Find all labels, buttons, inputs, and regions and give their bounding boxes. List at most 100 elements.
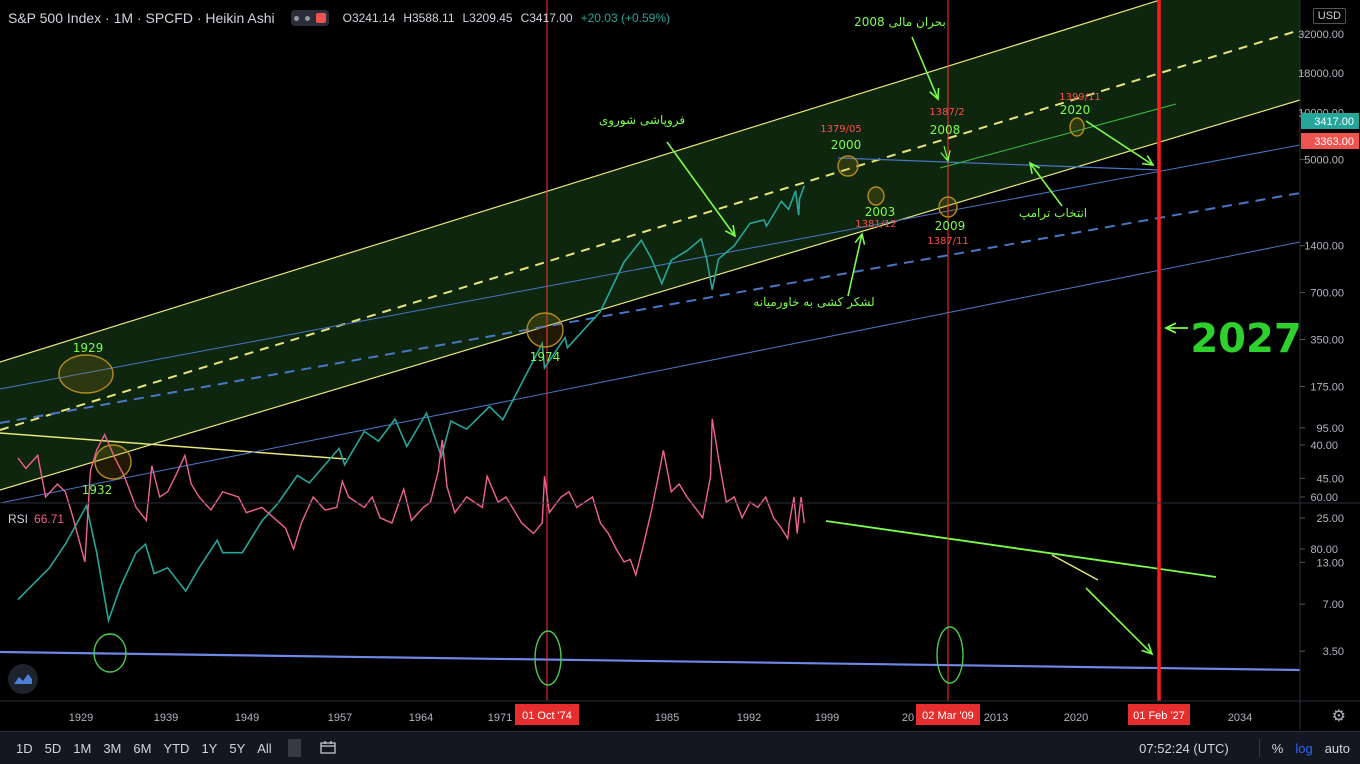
- price-series-line: [17, 185, 806, 624]
- currency-badge[interactable]: USD: [1312, 8, 1346, 24]
- price-axis-label: 18000.00: [1298, 68, 1344, 80]
- log-scale-button[interactable]: log: [1295, 740, 1313, 756]
- time-axis-label: 1939: [154, 712, 178, 724]
- range-button[interactable]: 1M: [73, 740, 92, 756]
- price-axis-label: 175.00: [1310, 381, 1344, 393]
- channel-upper-line: [0, 0, 1161, 363]
- arrow-rsi-down: [1085, 587, 1154, 656]
- rsi-legend: RSI 66.71: [8, 512, 64, 526]
- time-axis-label: 2020: [1064, 712, 1088, 724]
- arrow-shaft: [1085, 120, 1154, 166]
- date-tag-2009-box: [916, 704, 980, 725]
- rsi-axis-label: 80.00: [1310, 544, 1338, 556]
- label-2020: 2020: [1060, 103, 1091, 117]
- arrow-shaft: [1029, 162, 1063, 207]
- arrow-soviet: [666, 141, 737, 238]
- label-2027: 2027: [1190, 316, 1301, 362]
- range-button[interactable]: 5D: [44, 740, 62, 756]
- time-axis-label: 1985: [655, 712, 679, 724]
- price-axis-label: 32000.00: [1298, 29, 1344, 41]
- channel-fill: [0, 0, 1300, 490]
- time-axis-label: 20: [902, 712, 914, 724]
- channel-mid-dashed-line: [0, 29, 1301, 431]
- tradingview-logo-icon[interactable]: [8, 664, 38, 694]
- visibility-toggle[interactable]: [290, 10, 329, 26]
- gear-icon[interactable]: ⚙: [1331, 708, 1346, 725]
- arrow-head-icon: [1163, 322, 1177, 334]
- chart-canvas[interactable]: 1929 1932 1974 2000 2003 2008 2009 2020 1379/05 1…: [0, 0, 1360, 730]
- label-1974: 1974: [530, 350, 561, 364]
- range-button[interactable]: All: [257, 740, 272, 756]
- arrow-shaft: [1085, 587, 1153, 655]
- ellipse-2009: [938, 196, 958, 218]
- rsi-axis-label: 40.00: [1310, 440, 1338, 452]
- auto-scale-button[interactable]: auto: [1324, 740, 1350, 756]
- rsi-label[interactable]: RSI: [8, 512, 29, 526]
- range-button[interactable]: YTD: [163, 740, 190, 756]
- range-button[interactable]: 1D: [16, 740, 33, 756]
- bottom-toolbar: 1D 5D 1M 3M 6M YTD 1Y 5Y All 07:52:24 (U…: [0, 731, 1360, 764]
- label-2009: 2009: [935, 219, 966, 233]
- rsi-axis-label: 60.00: [1310, 492, 1338, 504]
- persian-date-1387-2: 1387/2: [929, 107, 964, 118]
- label-financial-crisis: بحران مالی 2008: [854, 15, 946, 30]
- arrow-head-icon: [940, 150, 951, 163]
- ellipse-2000: [837, 155, 859, 177]
- range-buttons: 1D 5D 1M 3M 6M YTD 1Y 5Y All: [10, 732, 343, 764]
- low-value: L3209.45: [462, 11, 513, 25]
- green-top-line: [939, 103, 1177, 169]
- chart-legend: S&P 500 Index · 1M · SPCFD · Heikin Ashi…: [8, 8, 670, 28]
- time-axis-label: 2013: [984, 712, 1008, 724]
- date-range-icon[interactable]: [313, 740, 343, 757]
- symbol-title[interactable]: S&P 500 Index · 1M · SPCFD · Heikin Ashi: [8, 10, 275, 26]
- clock-time[interactable]: 07:52:24 (UTC): [1139, 740, 1229, 756]
- open-value: O3241.14: [342, 11, 396, 25]
- range-button[interactable]: 1Y: [201, 740, 218, 756]
- range-button[interactable]: 5Y: [229, 740, 246, 756]
- rsi-ellipse-2009: [936, 626, 964, 684]
- rsi-ellipse-1932: [93, 633, 127, 673]
- price-axis-label: 3.50: [1323, 646, 1344, 658]
- price-axis-label: 1400.00: [1304, 241, 1344, 253]
- percent-scale-button[interactable]: %: [1271, 740, 1284, 756]
- ellipse-1929: [58, 354, 114, 394]
- ellipse-2020: [1069, 117, 1085, 137]
- flag-icon: [315, 13, 326, 23]
- arrow-shaft: [847, 233, 863, 297]
- date-tag-2027: 01 Feb '27: [1133, 710, 1185, 722]
- arrow-2020-down: [1085, 120, 1155, 167]
- ellipse-1974: [526, 312, 564, 348]
- persian-date-1399: 1399/11: [1059, 92, 1101, 103]
- blue-2000-line: [837, 157, 1161, 171]
- dot-icon: [304, 15, 310, 21]
- arrow-middle-east: [847, 232, 866, 297]
- price-axis-label: 95.00: [1316, 423, 1344, 435]
- dot-icon: [293, 15, 299, 21]
- label-middle-east: لشکر کشی به خاورمیانه: [753, 295, 874, 310]
- support-line-1920s: [0, 432, 347, 460]
- time-axis-label: 1949: [235, 712, 259, 724]
- date-tag-2027-box: [1128, 704, 1190, 725]
- arrow-shaft: [666, 141, 736, 237]
- arrow-shaft: [943, 145, 949, 162]
- time-axis-label: 1992: [737, 712, 761, 724]
- range-button[interactable]: 3M: [103, 740, 122, 756]
- time-axis-label: 1929: [69, 712, 93, 724]
- label-trump-election: انتخاب ترامپ: [1019, 206, 1087, 221]
- arrow-head-icon: [1141, 155, 1155, 167]
- arrow-2008-small: [940, 145, 951, 163]
- label-2003: 2003: [865, 205, 896, 219]
- blue-lower-line: [0, 241, 1301, 504]
- price-tag-label: 3363.00: [1314, 136, 1354, 148]
- scale-controls: 07:52:24 (UTC) % log auto: [1139, 732, 1350, 764]
- rsi-series-line: [17, 418, 805, 578]
- rsi-short-line: [1051, 554, 1099, 581]
- price-tag-box: [1301, 113, 1359, 129]
- label-1932: 1932: [82, 483, 113, 497]
- price-axis-label: 13.00: [1316, 557, 1344, 569]
- rsi-value: 66.71: [34, 512, 65, 526]
- close-value: C3417.00: [520, 11, 573, 25]
- ellipse-1932: [94, 444, 132, 480]
- range-button[interactable]: 6M: [133, 740, 152, 756]
- arrow-crisis-2008: [911, 36, 940, 101]
